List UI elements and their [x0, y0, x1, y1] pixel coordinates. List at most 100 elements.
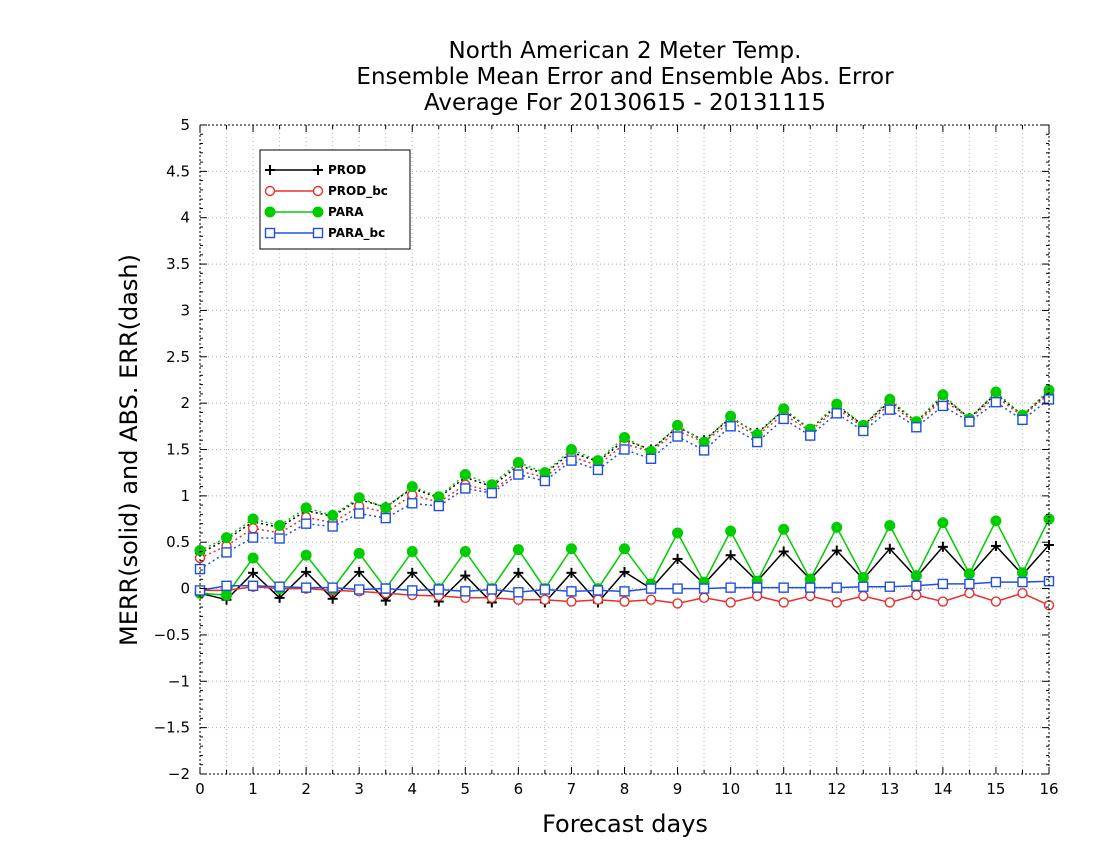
y-tick-label: 5 — [180, 116, 190, 134]
square-marker — [831, 582, 842, 593]
square-marker — [805, 582, 816, 593]
square-marker — [1017, 414, 1028, 426]
mean-error-point — [805, 582, 816, 593]
abs-error-point — [645, 453, 657, 464]
mean-error-point — [513, 587, 524, 598]
mean-error-point — [911, 580, 922, 591]
abs-error-point — [778, 403, 790, 415]
legend: PROD PROD_bc PARA PARA_bc — [259, 149, 411, 250]
mean-error-point — [698, 583, 710, 594]
mean-error-point — [990, 576, 1002, 588]
filled-circle-marker — [990, 515, 1002, 527]
square-marker — [911, 422, 922, 433]
filled-circle-marker — [221, 589, 233, 601]
mean-error-point — [353, 584, 365, 595]
mean-error-point — [1017, 576, 1028, 588]
square-marker — [964, 416, 975, 427]
series-para-bc — [194, 394, 1055, 598]
mean-error-point — [858, 590, 869, 602]
abs-error-point — [512, 456, 524, 468]
abs-error-point — [619, 444, 630, 455]
mean-error-point — [406, 545, 418, 557]
legend-item: PARA_bc — [264, 226, 385, 241]
abs-error-point — [858, 425, 869, 437]
x-tick-label: 4 — [407, 780, 417, 798]
square-marker — [751, 582, 763, 593]
abs-error-point — [433, 491, 445, 503]
circle-marker — [911, 589, 922, 601]
square-marker — [937, 578, 949, 590]
abs-error-point — [831, 408, 842, 419]
mean-error-point — [672, 598, 683, 609]
x-tick-label: 16 — [1039, 780, 1058, 798]
y-tick-label: 3.5 — [166, 255, 190, 273]
mean-error-point — [937, 517, 949, 529]
filled-circle-marker — [274, 520, 286, 532]
filled-circle-marker — [380, 502, 392, 514]
mean-error-point — [911, 589, 922, 601]
abs-error-point — [539, 475, 551, 487]
abs-error-point — [433, 500, 444, 512]
abs-error-point — [990, 397, 1002, 408]
abs-error-point — [778, 413, 789, 425]
x-tick-label: 14 — [933, 780, 952, 798]
abs-error-point — [300, 502, 312, 514]
mean-error-point — [672, 527, 684, 539]
mean-error-point — [460, 570, 471, 581]
abs-error-point — [247, 532, 259, 543]
mean-error-point — [619, 566, 630, 577]
filled-circle-marker — [565, 543, 577, 555]
mean-error-point — [512, 544, 524, 556]
circle-marker — [539, 594, 551, 605]
square-marker — [274, 533, 285, 544]
y-tick-label: 2.5 — [166, 348, 190, 366]
square-marker — [751, 436, 763, 448]
mean-error-point — [990, 596, 1002, 607]
square-marker — [247, 580, 259, 591]
mean-error-point — [884, 543, 895, 554]
abs-error-point — [592, 464, 604, 476]
square-marker — [247, 532, 259, 543]
mean-error-point — [884, 597, 896, 608]
y-axis-label: MERR(solid) and ABS. ERR(dash) — [115, 254, 143, 646]
square-marker — [513, 469, 524, 480]
abs-error-point — [884, 393, 896, 405]
square-marker — [566, 455, 577, 466]
abs-error-point — [274, 533, 285, 544]
filled-circle-marker — [778, 403, 790, 415]
mean-error-point — [858, 581, 869, 592]
abs-error-point — [247, 523, 259, 534]
mean-error-point — [990, 540, 1001, 551]
square-marker — [486, 487, 498, 499]
filled-circle-marker — [327, 509, 339, 521]
square-marker — [380, 512, 391, 524]
square-marker — [312, 227, 324, 239]
square-marker — [407, 585, 418, 596]
circle-marker — [937, 596, 949, 607]
abs-error-point — [911, 422, 922, 433]
filled-circle-marker — [619, 431, 630, 443]
square-marker — [221, 580, 232, 591]
mean-error-point — [221, 580, 232, 591]
square-marker — [778, 413, 789, 425]
mean-error-point — [937, 596, 949, 607]
mean-error-point — [831, 582, 842, 593]
abs-error-point — [1017, 414, 1028, 426]
mean-error-point — [964, 578, 975, 590]
legend-label: PROD_bc — [328, 184, 388, 199]
circle-marker — [566, 596, 577, 607]
square-marker — [300, 582, 312, 593]
abs-error-point — [725, 410, 737, 422]
mean-error-point — [566, 567, 577, 578]
square-marker — [831, 408, 842, 419]
square-marker — [194, 585, 206, 596]
square-marker — [407, 498, 418, 509]
circle-marker — [1017, 588, 1028, 599]
mean-error-point — [194, 585, 206, 596]
square-marker — [433, 584, 444, 595]
square-marker — [964, 578, 975, 590]
filled-circle-marker — [433, 491, 445, 503]
filled-circle-marker — [592, 455, 604, 467]
square-marker — [778, 582, 789, 593]
abs-error-point — [327, 509, 339, 521]
